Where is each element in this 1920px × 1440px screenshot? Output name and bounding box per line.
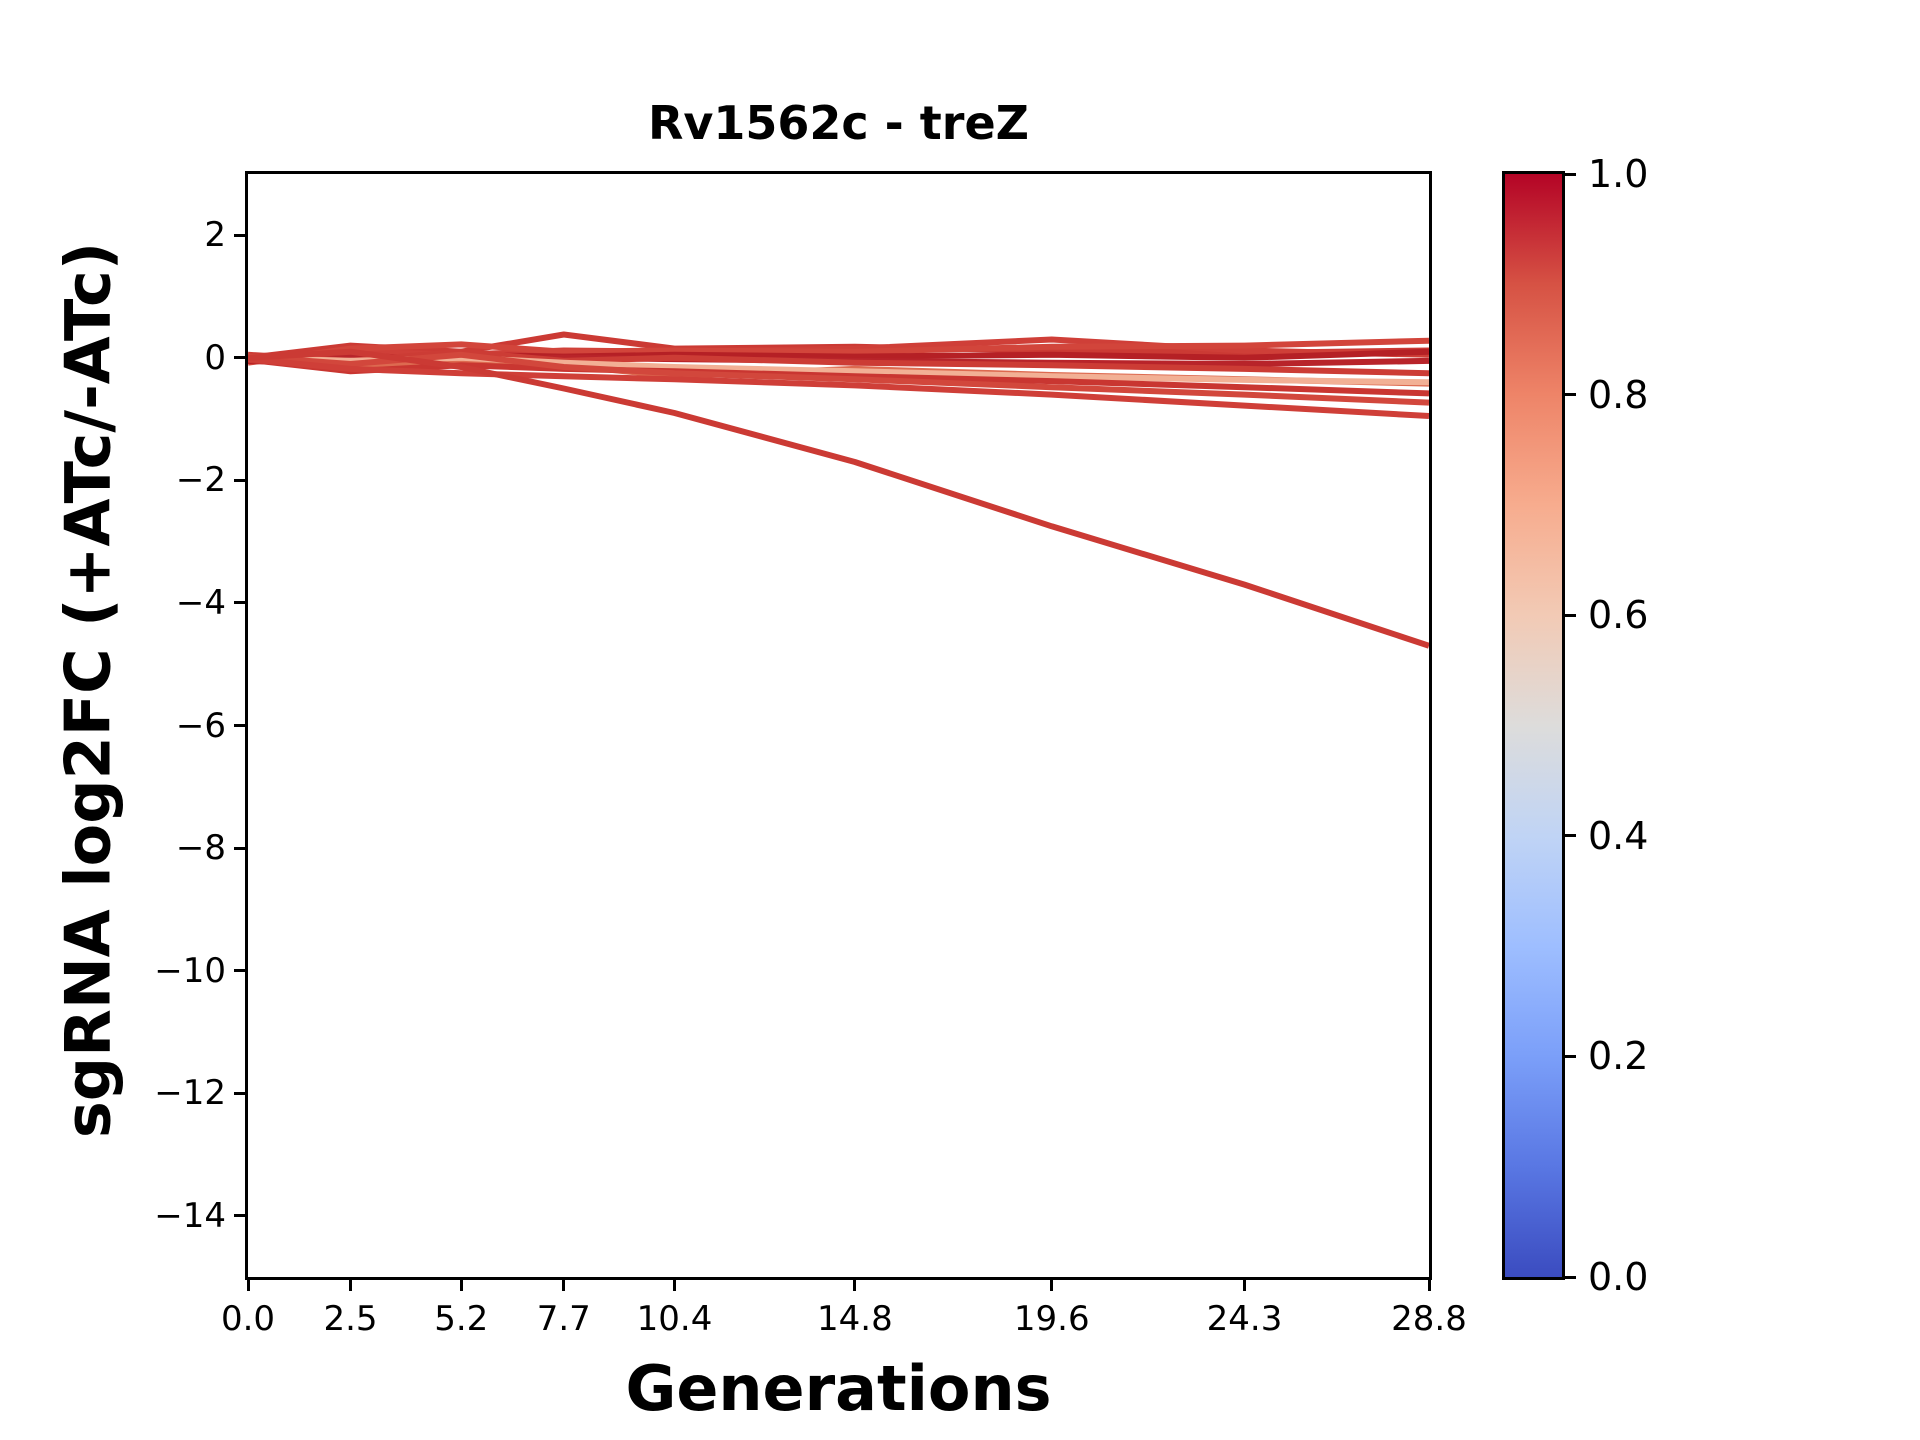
x-tick-label: 0.0	[220, 1299, 276, 1339]
x-tick-mark	[672, 1277, 676, 1291]
sgrna-lines-plot	[248, 331, 1429, 649]
x-tick-label: 7.7	[536, 1299, 591, 1339]
y-tick-mark	[234, 478, 248, 482]
x-tick-label: 5.2	[434, 1299, 489, 1339]
x-tick-label: 14.8	[817, 1299, 893, 1339]
colorbar	[1502, 171, 1565, 1280]
x-tick-label: 24.3	[1206, 1299, 1283, 1339]
y-tick-mark	[234, 356, 248, 360]
y-tick-mark	[234, 1091, 248, 1095]
x-tick-label: 28.8	[1391, 1299, 1467, 1339]
colorbar-tick-label: 0.8	[1588, 372, 1649, 417]
y-tick-label: 2	[204, 215, 226, 256]
colorbar-tick-mark	[1562, 834, 1576, 838]
x-tick-mark	[349, 1277, 353, 1291]
colorbar-tick-label: 0.4	[1588, 813, 1649, 858]
y-tick-label: −4	[175, 582, 226, 623]
colorbar-tick-mark	[1562, 1275, 1576, 1279]
sgrna-line-sgRNA-3	[248, 337, 1429, 366]
x-tick-mark	[1242, 1277, 1246, 1291]
colorbar-tick-mark	[1562, 172, 1576, 176]
x-tick-mark	[562, 1277, 566, 1291]
y-tick-label: −2	[175, 460, 226, 501]
colorbar-tick-label: 0.0	[1588, 1255, 1649, 1299]
y-tick-mark	[234, 724, 248, 727]
x-axis-label: Generations	[625, 1352, 1052, 1425]
x-tick-mark	[1427, 1277, 1431, 1291]
plot-title: Rv1562c - treZ	[647, 96, 1030, 150]
x-tick-label: 10.4	[636, 1299, 713, 1339]
sgrna-line-sgRNA-10	[248, 351, 1429, 406]
x-tick-mark	[459, 1277, 463, 1291]
sgrna-line-sgRNA-11	[248, 356, 1429, 419]
colorbar-tick-label: 1.0	[1588, 152, 1649, 196]
colorbar-tick-mark	[1562, 393, 1576, 397]
colorbar-tick-label: 0.6	[1588, 593, 1649, 638]
y-tick-label: −14	[154, 1195, 226, 1236]
y-tick-mark	[234, 1214, 248, 1218]
y-tick-mark	[234, 969, 248, 973]
y-axis-label: sgRNA log2FC (+ATc/-ATc)	[51, 241, 125, 1139]
x-tick-mark	[853, 1277, 857, 1291]
x-tick-label: 2.5	[323, 1299, 378, 1339]
y-tick-label: 0	[204, 337, 226, 378]
x-tick-mark	[246, 1277, 250, 1291]
colorbar-tick-mark	[1562, 1054, 1576, 1058]
colorbar-tick-label: 0.2	[1588, 1034, 1649, 1079]
plot-area	[245, 171, 1432, 1280]
x-tick-mark	[1050, 1277, 1054, 1291]
x-tick-label: 19.6	[1013, 1299, 1090, 1339]
y-tick-label: −10	[154, 950, 226, 991]
y-tick-label: −8	[175, 828, 226, 869]
y-tick-mark	[234, 233, 248, 237]
y-tick-mark	[234, 601, 248, 605]
y-tick-label: −12	[154, 1073, 226, 1114]
colorbar-tick-mark	[1562, 613, 1576, 617]
y-tick-mark	[234, 846, 248, 850]
sgrna-line-sgRNA-12	[248, 348, 1429, 649]
y-tick-label: −6	[175, 705, 226, 746]
